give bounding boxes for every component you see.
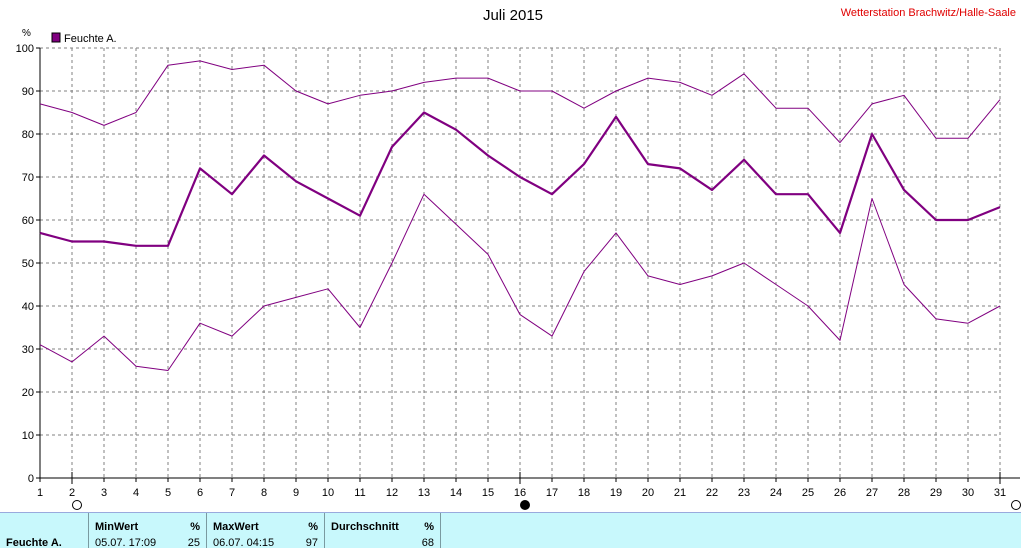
stats-row-label-cell: Feuchte A.	[0, 513, 88, 549]
min-header: MinWert	[95, 521, 139, 533]
x-tick-label: 6	[197, 487, 203, 499]
axes	[36, 47, 1020, 482]
x-tick-label: 28	[898, 487, 910, 499]
x-tick-label: 1	[37, 487, 43, 499]
x-tick-label: 30	[962, 487, 974, 499]
min-value-cell: MinWert % 05.07. 17:09 25	[88, 513, 206, 549]
x-tick-label: 26	[834, 487, 846, 499]
x-tick-label: 3	[101, 487, 107, 499]
series-line-min	[39, 193, 1001, 371]
y-tick-label: 100	[16, 43, 34, 55]
x-tick-label: 24	[770, 487, 782, 499]
x-tick-label: 11	[354, 487, 365, 499]
x-tick-label: 10	[322, 487, 334, 499]
legend-label: Feuchte A.	[64, 33, 117, 45]
series	[39, 60, 1001, 371]
max-timestamp: 06.07. 04:15	[213, 537, 275, 549]
x-tick-label: 27	[866, 487, 878, 499]
x-tick-label: 31	[994, 487, 1006, 499]
chart-title: Juli 2015	[483, 7, 543, 24]
x-tick-label: 9	[293, 487, 299, 499]
series-line-avg	[39, 111, 1001, 247]
max-value: 97	[305, 537, 318, 549]
x-tick-label: 20	[642, 487, 654, 499]
x-tick-label: 29	[930, 487, 942, 499]
x-tick-label: 8	[261, 487, 267, 499]
series-line-max	[39, 60, 1001, 144]
y-tick-label: 60	[22, 215, 34, 227]
x-tick-label: 5	[165, 487, 171, 499]
x-tick-label: 14	[450, 487, 462, 499]
y-tick-label: 30	[22, 344, 34, 356]
average-value: 68	[421, 537, 434, 549]
max-unit: %	[308, 521, 318, 533]
x-tick-label: 12	[386, 487, 398, 499]
x-tick-label: 21	[674, 487, 686, 499]
x-tick-label: 18	[578, 487, 590, 499]
statistics-bar: Feuchte A. MinWert % 05.07. 17:09 25 Max…	[0, 512, 1021, 549]
average-unit: %	[424, 521, 434, 533]
y-tick-label: 40	[22, 301, 34, 313]
x-tick-label: 23	[738, 487, 750, 499]
y-tick-label: 70	[22, 172, 34, 184]
max-header: MaxWert	[213, 521, 259, 533]
x-tick-label: 2	[69, 487, 75, 499]
x-tick-label: 25	[802, 487, 814, 499]
grid	[40, 47, 1001, 478]
full-moon-icon	[1011, 500, 1021, 510]
x-tick-label: 22	[706, 487, 718, 499]
y-tick-label: 50	[22, 258, 34, 270]
average-value-cell: Durchschnitt % 68	[324, 513, 441, 549]
min-value: 25	[187, 537, 200, 549]
x-tick-label: 19	[610, 487, 622, 499]
y-axis-unit: %	[22, 28, 31, 39]
x-tick-label: 17	[546, 487, 558, 499]
x-tick-label: 7	[229, 487, 235, 499]
x-tick-label: 4	[133, 487, 139, 499]
min-unit: %	[190, 521, 200, 533]
x-tick-label: 13	[418, 487, 430, 499]
y-tick-label: 80	[22, 129, 34, 141]
x-tick-label: 15	[482, 487, 494, 499]
legend-swatch	[51, 32, 61, 43]
y-tick-label: 90	[22, 86, 34, 98]
x-tick-label: 16	[514, 487, 526, 499]
stats-row-label: Feuchte A.	[6, 537, 62, 549]
station-name: Wetterstation Brachwitz/Halle-Saale	[841, 7, 1016, 19]
y-tick-label: 20	[22, 387, 34, 399]
average-header: Durchschnitt	[331, 521, 399, 533]
new-moon-icon	[520, 500, 530, 510]
moon-phases	[71, 472, 1021, 510]
y-tick-label: 10	[22, 430, 34, 442]
min-timestamp: 05.07. 17:09	[95, 537, 157, 549]
max-value-cell: MaxWert % 06.07. 04:15 97	[206, 513, 324, 549]
full-moon-icon	[72, 500, 82, 510]
y-tick-label: 0	[28, 473, 34, 485]
humidity-chart: Juli 2015 Wetterstation Brachwitz/Halle-…	[16, 7, 1021, 510]
